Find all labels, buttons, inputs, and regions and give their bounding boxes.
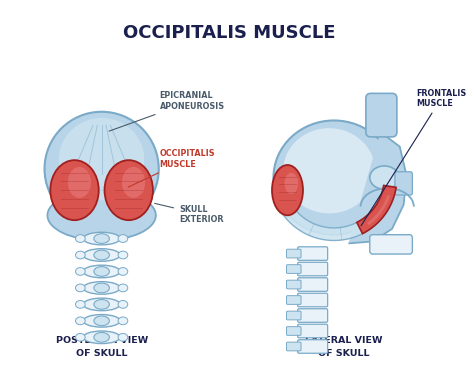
Polygon shape bbox=[367, 195, 390, 225]
FancyBboxPatch shape bbox=[395, 172, 412, 195]
Ellipse shape bbox=[75, 251, 85, 259]
Ellipse shape bbox=[94, 332, 109, 342]
Ellipse shape bbox=[83, 249, 120, 261]
Ellipse shape bbox=[83, 282, 120, 294]
FancyBboxPatch shape bbox=[370, 235, 412, 254]
FancyBboxPatch shape bbox=[286, 342, 301, 351]
Ellipse shape bbox=[83, 331, 120, 344]
Ellipse shape bbox=[75, 235, 85, 243]
Ellipse shape bbox=[94, 283, 109, 293]
FancyBboxPatch shape bbox=[286, 280, 301, 289]
Polygon shape bbox=[348, 132, 407, 243]
Ellipse shape bbox=[59, 118, 144, 200]
FancyBboxPatch shape bbox=[286, 311, 301, 320]
FancyBboxPatch shape bbox=[298, 293, 328, 307]
Ellipse shape bbox=[75, 301, 85, 308]
Ellipse shape bbox=[370, 166, 399, 189]
Ellipse shape bbox=[47, 190, 156, 241]
Polygon shape bbox=[357, 186, 396, 234]
Ellipse shape bbox=[94, 234, 109, 243]
FancyBboxPatch shape bbox=[286, 327, 301, 335]
Ellipse shape bbox=[94, 250, 109, 260]
Ellipse shape bbox=[118, 301, 128, 308]
Text: POSTERIOR VIEW
OF SKULL: POSTERIOR VIEW OF SKULL bbox=[55, 336, 148, 358]
Ellipse shape bbox=[272, 165, 303, 215]
FancyBboxPatch shape bbox=[298, 324, 328, 338]
Ellipse shape bbox=[83, 265, 120, 278]
Polygon shape bbox=[278, 186, 396, 241]
FancyBboxPatch shape bbox=[298, 247, 328, 261]
Ellipse shape bbox=[118, 284, 128, 292]
Ellipse shape bbox=[50, 160, 99, 220]
Ellipse shape bbox=[75, 333, 85, 341]
FancyBboxPatch shape bbox=[298, 340, 328, 353]
Ellipse shape bbox=[94, 316, 109, 326]
Text: OCCIPITALIS MUSCLE: OCCIPITALIS MUSCLE bbox=[123, 24, 336, 42]
Ellipse shape bbox=[75, 317, 85, 325]
Ellipse shape bbox=[68, 167, 91, 198]
Ellipse shape bbox=[118, 333, 128, 341]
Ellipse shape bbox=[273, 121, 394, 235]
Ellipse shape bbox=[105, 160, 153, 220]
Text: SKULL
EXTERIOR: SKULL EXTERIOR bbox=[155, 203, 224, 224]
Ellipse shape bbox=[94, 300, 109, 309]
Ellipse shape bbox=[75, 284, 85, 292]
Text: OCCIPITALIS
MUSCLE: OCCIPITALIS MUSCLE bbox=[128, 149, 215, 187]
Ellipse shape bbox=[75, 268, 85, 275]
FancyBboxPatch shape bbox=[298, 309, 328, 322]
Ellipse shape bbox=[118, 235, 128, 243]
Ellipse shape bbox=[118, 251, 128, 259]
Ellipse shape bbox=[122, 167, 145, 198]
Ellipse shape bbox=[83, 298, 120, 311]
Ellipse shape bbox=[284, 173, 298, 194]
Text: EPICRANIAL
APONEUROSIS: EPICRANIAL APONEUROSIS bbox=[109, 91, 225, 131]
FancyBboxPatch shape bbox=[298, 278, 328, 291]
Ellipse shape bbox=[118, 268, 128, 275]
FancyBboxPatch shape bbox=[298, 262, 328, 276]
Ellipse shape bbox=[118, 317, 128, 325]
FancyBboxPatch shape bbox=[286, 249, 301, 258]
Ellipse shape bbox=[94, 267, 109, 276]
Text: LATERAL VIEW
OF SKULL: LATERAL VIEW OF SKULL bbox=[305, 336, 383, 358]
FancyBboxPatch shape bbox=[286, 296, 301, 304]
FancyBboxPatch shape bbox=[366, 93, 397, 137]
Ellipse shape bbox=[83, 232, 120, 245]
FancyBboxPatch shape bbox=[286, 265, 301, 273]
Ellipse shape bbox=[83, 315, 120, 327]
Ellipse shape bbox=[45, 112, 159, 226]
Text: FRONTALIS
MUSCLE: FRONTALIS MUSCLE bbox=[361, 89, 466, 226]
Ellipse shape bbox=[283, 128, 375, 213]
